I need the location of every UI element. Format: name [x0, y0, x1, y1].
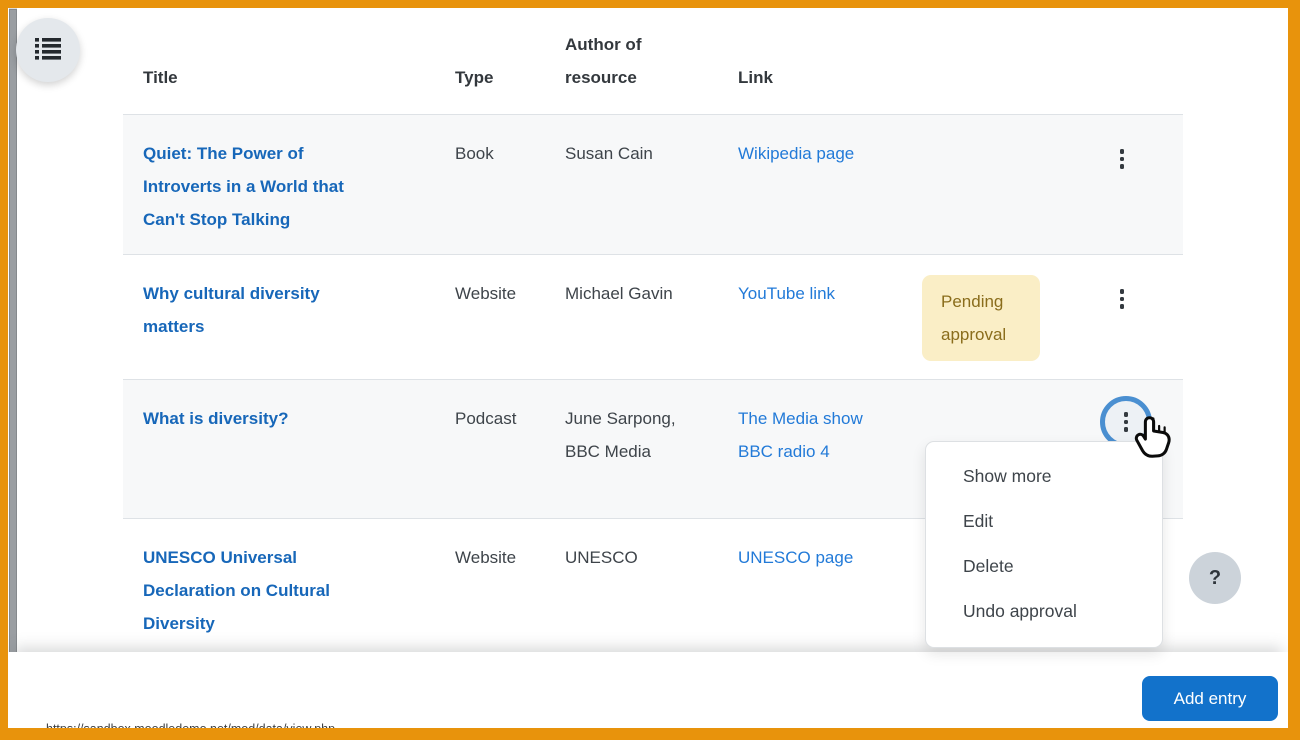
column-header-status — [902, 8, 1080, 115]
entry-type: Website — [435, 254, 545, 380]
status-bar-url: https://sandbox.moodledemo.net/mod/data/… — [46, 722, 426, 728]
entry-resource-link[interactable]: Wikipedia page — [738, 144, 855, 163]
entry-title-link[interactable]: Why cultural diversity matters — [143, 284, 320, 336]
vertical-ellipsis-icon — [1123, 412, 1129, 432]
sticky-footer: Add entry — [8, 652, 1288, 728]
scrollbar-thumb[interactable] — [9, 9, 17, 701]
entry-type: Website — [435, 518, 545, 679]
list-icon — [34, 36, 62, 65]
column-header-type: Type — [435, 8, 545, 115]
question-mark-icon: ? — [1208, 566, 1222, 589]
column-header-actions — [1080, 8, 1183, 115]
entry-status — [902, 114, 1080, 255]
menu-item-show-more[interactable]: Show more — [963, 466, 1052, 486]
menu-item-edit[interactable]: Edit — [963, 511, 994, 531]
entry-title-link[interactable]: UNESCO Universal Declaration on Cultural… — [143, 548, 331, 633]
column-header-title: Title — [123, 8, 435, 115]
table-header-row: Title Type Author of resource Link — [123, 8, 1183, 115]
vertical-scrollbar[interactable] — [9, 8, 17, 728]
vertical-ellipsis-icon — [1119, 289, 1125, 309]
status-bar: https://sandbox.moodledemo.net/mod/data/… — [46, 722, 426, 728]
row-actions-button[interactable] — [1100, 277, 1144, 321]
entry-title-link[interactable]: Quiet: The Power of Introverts in a Worl… — [143, 144, 344, 229]
entry-resource-link[interactable]: The Media show BBC radio 4 — [738, 409, 863, 461]
entry-author: Susan Cain — [545, 114, 718, 255]
vertical-ellipsis-icon — [1119, 149, 1125, 169]
entry-actions-menu: Show more Edit Delete Undo approval — [925, 441, 1163, 648]
add-entry-button[interactable]: Add entry — [1142, 676, 1278, 721]
entry-title-link[interactable]: What is diversity? — [143, 409, 289, 428]
column-header-author: Author of resource — [545, 8, 718, 115]
table-row: Why cultural diversity matters Website M… — [123, 254, 1183, 380]
entry-author: Michael Gavin — [545, 254, 718, 380]
entry-resource-link[interactable]: YouTube link — [738, 284, 836, 303]
entry-type: Book — [435, 114, 545, 255]
menu-item-undo-approval[interactable]: Undo approval — [963, 601, 1077, 621]
entry-resource-link[interactable]: UNESCO page — [738, 548, 854, 567]
menu-item-delete[interactable]: Delete — [963, 556, 1014, 576]
help-button[interactable]: ? — [1189, 552, 1241, 604]
table-row: Quiet: The Power of Introverts in a Worl… — [123, 114, 1183, 255]
pending-approval-badge: Pending approval — [922, 275, 1040, 361]
column-header-link: Link — [718, 8, 902, 115]
entry-author: UNESCO — [545, 518, 718, 679]
entry-type: Podcast — [435, 379, 545, 519]
row-actions-button[interactable] — [1100, 137, 1144, 181]
drawer-toggle-button[interactable] — [16, 18, 80, 82]
entry-author: June Sarpong, BBC Media — [545, 379, 718, 519]
